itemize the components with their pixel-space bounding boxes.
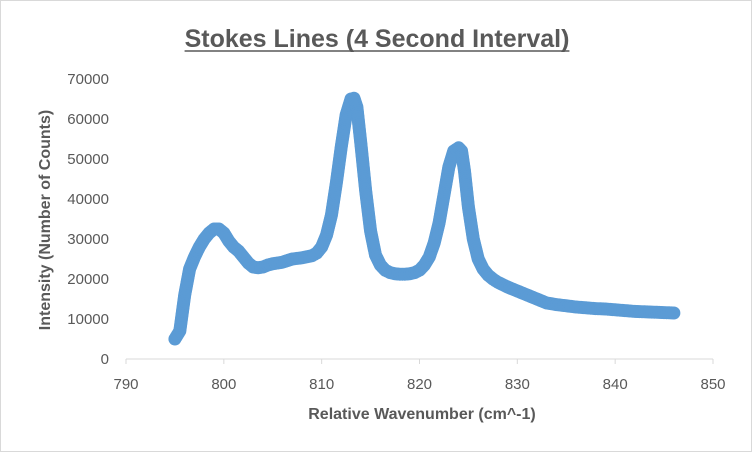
x-axis-title: Relative Wavenumber (cm^-1) [308,406,535,423]
tick-labels: 790 800 810 820 830 840 850 0 10000 20000 30000 400… [67,71,725,393]
x-tick-label: 810 [309,376,334,393]
x-tick-label: 850 [700,376,725,393]
y-axis-title: Intensity (Number of Counts) [37,110,54,330]
chart-title: Stokes Lines (4 Second Interval) [185,25,570,53]
y-tick-label: 30000 [67,231,109,248]
y-tick-label: 20000 [67,271,109,288]
axes [125,358,714,364]
x-tick-label: 790 [113,376,138,393]
y-tick-label: 0 [101,351,109,368]
data-points [168,91,681,346]
y-tick-label: 70000 [67,71,109,88]
x-tick-label: 830 [505,376,530,393]
y-tick-label: 40000 [67,191,109,208]
x-tick-label: 820 [407,376,432,393]
y-tick-label: 50000 [67,151,109,168]
x-tick-label: 800 [211,376,236,393]
y-tick-label: 60000 [67,111,109,128]
data-point [667,306,681,320]
y-tick-label: 10000 [67,311,109,328]
x-tick-label: 840 [603,376,628,393]
